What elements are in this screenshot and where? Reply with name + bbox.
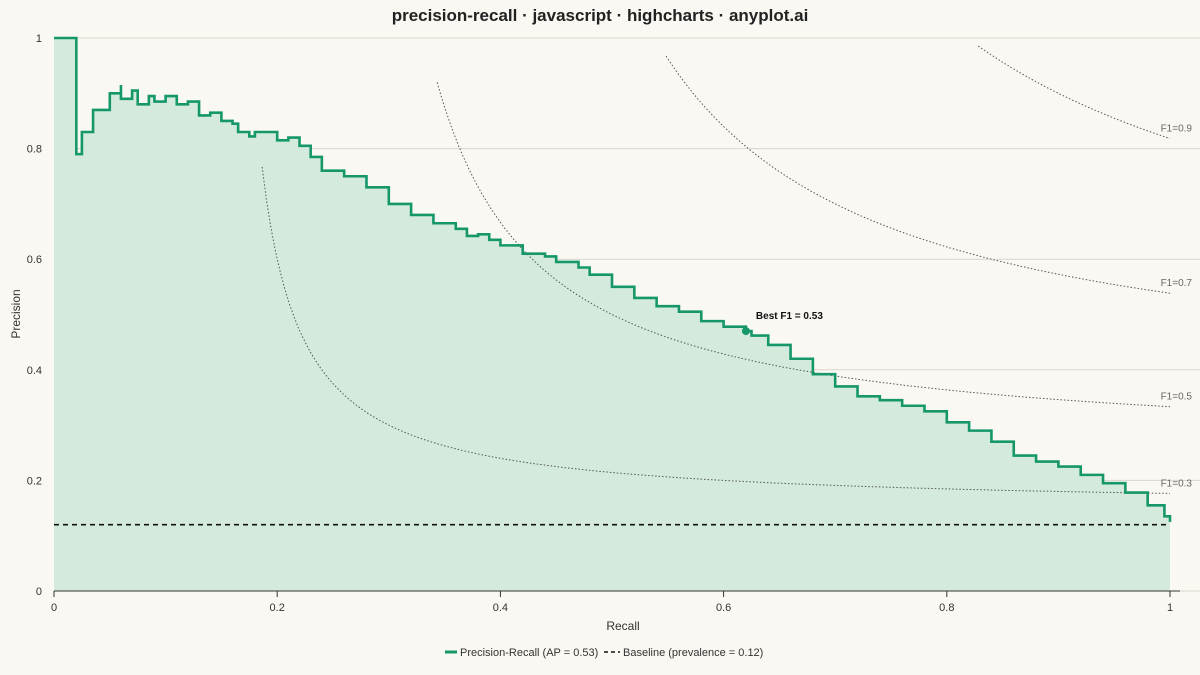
legend-item-baseline[interactable]: Baseline (prevalence = 0.12) [604,647,763,659]
y-tick-label: 0.6 [27,254,42,266]
axes: 0 0.2 0.4 0.6 0.8 1 0 0.2 0.4 0.6 0.8 1 [27,33,1180,614]
y-axis-title: Precision [9,289,23,338]
x-tick-label: 0.8 [939,602,954,614]
iso-f1-label: F1=0.3 [1161,478,1193,489]
pr-curve [54,36,1172,522]
pr-area-fill [54,38,1170,591]
x-tick-label: 0.4 [493,602,508,614]
pr-curve-line[interactable] [54,36,1172,522]
y-tick-label: 0 [36,586,42,598]
best-f1-marker[interactable] [741,327,750,336]
legend-baseline-label: Baseline (prevalence = 0.12) [623,647,763,659]
y-tick-label: 0.4 [27,365,42,377]
y-tick-label: 1 [36,33,42,45]
y-tick-label: 0.2 [27,475,42,487]
x-tick-label: 0.6 [716,602,731,614]
iso-f1-curve [665,55,1171,294]
legend: Precision-Recall (AP = 0.53) Baseline (p… [445,647,763,659]
iso-f1-label: F1=0.9 [1161,124,1193,135]
best-f1-annotation: Best F1 = 0.53 [741,311,823,336]
iso-f1-curves: F1=0.3 F1=0.5 F1=0.7 F1=0.9 [261,45,1193,494]
legend-pr-label: Precision-Recall (AP = 0.53) [460,647,598,659]
x-axis-title: Recall [606,619,639,633]
best-f1-label: Best F1 = 0.53 [756,311,823,322]
x-tick-label: 0 [51,602,57,614]
legend-item-pr[interactable]: Precision-Recall (AP = 0.53) [445,647,598,659]
iso-f1-label: F1=0.7 [1161,278,1193,289]
iso-f1-curve [977,45,1171,139]
chart-title: precision-recall · javascript · highchar… [392,6,809,25]
y-tick-label: 0.8 [27,144,42,156]
x-tick-label: 0.2 [270,602,285,614]
pr-area [54,38,1170,591]
iso-f1-label: F1=0.5 [1161,392,1193,403]
iso-f1-curve [436,82,1171,408]
x-tick-label: 1 [1167,602,1173,614]
